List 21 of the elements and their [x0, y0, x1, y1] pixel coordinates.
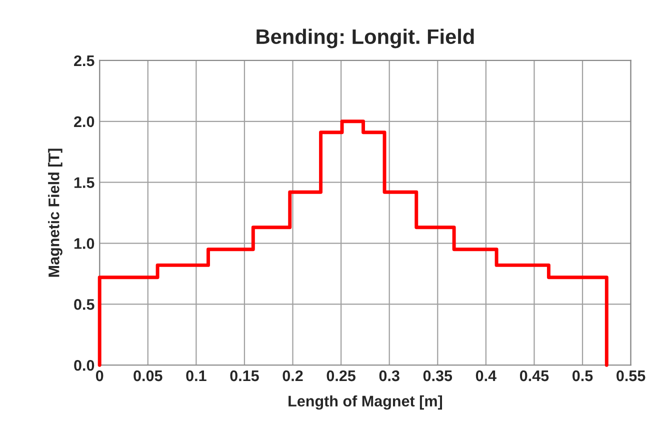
x-tick-label: 0.4 [476, 370, 496, 382]
x-tick-label: 0.05 [134, 370, 162, 382]
y-tick-label: 0.5 [74, 299, 94, 310]
x-axis-title: Length of Magnet [m] [288, 395, 442, 410]
y-tick-label: 1.0 [74, 238, 94, 249]
x-tick-label: 0.45 [520, 370, 549, 382]
x-tick-label: 0.1 [186, 370, 206, 382]
x-tick-label: 0 [96, 370, 104, 382]
x-tick-label: 0.35 [423, 370, 452, 382]
y-tick-label: 2.5 [74, 55, 94, 66]
x-tick-label: 0.5 [572, 370, 593, 382]
y-tick-label: 0.0 [74, 360, 94, 371]
y-tick-label: 1.5 [74, 177, 94, 188]
y-axis-title: Magnetic Field [T] [48, 148, 62, 277]
x-tick-label: 0.15 [230, 370, 259, 382]
y-tick-label: 2.0 [74, 116, 94, 128]
chart-title: Bending: Longit. Field [256, 28, 474, 48]
x-tick-label: 0.3 [379, 370, 400, 382]
x-tick-label: 0.2 [282, 370, 303, 382]
x-tick-label: 0.25 [326, 370, 356, 382]
x-tick-label: 0.55 [616, 370, 646, 382]
